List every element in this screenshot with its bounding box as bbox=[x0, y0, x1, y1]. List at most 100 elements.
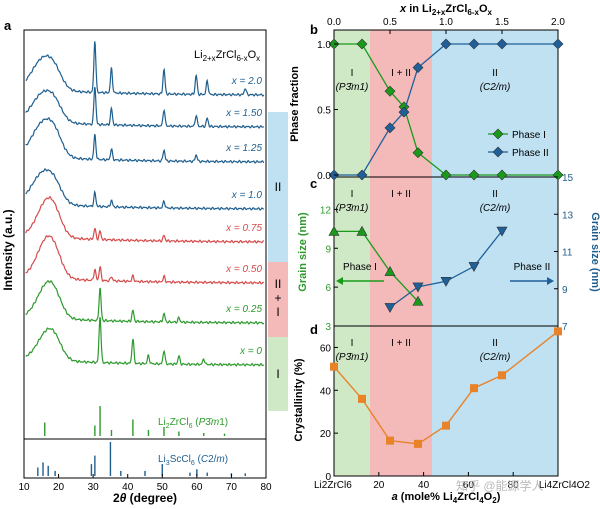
c-y-tick-label-left: 3 bbox=[325, 322, 331, 333]
xrd-trace bbox=[25, 168, 264, 211]
b-y-tick-label: 1.0 bbox=[317, 40, 331, 51]
crystallinity-line bbox=[333, 330, 559, 445]
xrd-trace bbox=[25, 234, 264, 285]
xrd-trace bbox=[25, 280, 265, 325]
region-numeral-mixed: I + II bbox=[391, 338, 411, 349]
xrd-trace-label: x = 0.50 bbox=[225, 264, 262, 275]
region-numeral-II: II bbox=[492, 338, 498, 349]
crystallinity-point bbox=[386, 436, 394, 445]
grain-size-point-phase1 bbox=[384, 265, 396, 276]
d-x-tick-label: 60 bbox=[463, 480, 475, 491]
xrd-trace-label: x = 0.25 bbox=[225, 304, 262, 315]
grain-size-point-phase2 bbox=[468, 262, 480, 273]
x-tick-label: 60 bbox=[191, 482, 203, 493]
d-x-tick-label: 20 bbox=[373, 480, 385, 491]
d-x-tick-label: Li2ZrCl6 bbox=[314, 480, 352, 491]
xrd-trace bbox=[25, 195, 264, 244]
xrd-trace-label: x = 2.0 bbox=[231, 76, 263, 87]
grain-size-point-phase2 bbox=[412, 282, 424, 293]
crystallinity-point bbox=[498, 371, 506, 380]
phase-fraction-point bbox=[468, 169, 480, 181]
region-label-mixed-part: II bbox=[275, 277, 282, 291]
legend-marker-phase2 bbox=[492, 146, 504, 158]
phase-band-mixed bbox=[370, 30, 432, 476]
panel-d-xlabel: a (mole% Li4ZrCl4O2) bbox=[392, 491, 501, 505]
crystallinity-point bbox=[554, 327, 562, 336]
panel-a-ref2-label: Li3ScCl6 (C2/m) bbox=[158, 454, 228, 467]
panel-b-top-xlabel: x in Li2+xZrCl6-xOx bbox=[399, 3, 493, 17]
panel-c-letter: c bbox=[310, 176, 317, 191]
region-numeral-II: II bbox=[492, 68, 498, 79]
region-spacegroup-I: (P3̄m1) bbox=[336, 203, 369, 214]
watermark: 知乎 @能源学人 bbox=[456, 478, 544, 493]
region-spacegroup-I: (P3̄m1) bbox=[336, 352, 369, 363]
top-x-tick-label: 1.0 bbox=[439, 17, 453, 28]
arrow-label-phase2: Phase II bbox=[514, 262, 551, 273]
panel-a-ylabel: Intensity (a.u.) bbox=[1, 209, 15, 290]
region-band-I bbox=[268, 337, 288, 411]
arrow-head-phase2 bbox=[547, 277, 554, 285]
phase-fraction-point bbox=[440, 169, 452, 181]
xrd-trace-label: x = 1.0 bbox=[231, 190, 263, 201]
phase-fraction-point bbox=[552, 38, 564, 50]
grain-size-point-phase2 bbox=[496, 226, 508, 237]
x-tick-label: 40 bbox=[122, 482, 134, 493]
phase-fraction-point bbox=[412, 147, 424, 159]
grain-size-point-phase1 bbox=[356, 225, 368, 236]
arrow-label-phase1: Phase I bbox=[343, 262, 377, 273]
region-numeral-I: I bbox=[351, 68, 354, 79]
x-tick-label: 20 bbox=[53, 482, 65, 493]
phase-fraction-point bbox=[356, 169, 368, 181]
c-y-tick-label-left: 12 bbox=[320, 205, 332, 216]
grain-size-point-phase2 bbox=[384, 303, 396, 313]
panel-a-ref1-label: Li2ZrCl6 (P3̄m1) bbox=[158, 417, 228, 430]
region-band-mixed bbox=[268, 262, 288, 337]
crystallinity-point bbox=[414, 439, 422, 448]
c-y-tick-label-left: 6 bbox=[325, 283, 331, 294]
region-spacegroup-I: (P3̄m1) bbox=[336, 82, 369, 93]
c-y-tick-label-left: 9 bbox=[325, 244, 331, 255]
d-x-tick-label: Li4ZrCl4O2 bbox=[539, 480, 591, 491]
xrd-trace-label: x = 1.50 bbox=[225, 108, 262, 119]
xrd-trace-label: x = 0.75 bbox=[225, 223, 262, 234]
xrd-trace-label: x = 1.25 bbox=[225, 143, 262, 154]
panel-a-frame bbox=[23, 29, 267, 479]
region-spacegroup-II: (C2/m) bbox=[480, 352, 511, 363]
d-y-tick-label: 60 bbox=[320, 343, 332, 354]
legend-label-phase2: Phase II bbox=[512, 148, 549, 159]
region-label-II: II bbox=[275, 180, 282, 194]
panel-d-letter: d bbox=[310, 322, 318, 337]
phase-band-II bbox=[432, 30, 558, 476]
c-y-tick-label-right: 15 bbox=[562, 173, 574, 184]
region-numeral-mixed: I + II bbox=[391, 189, 411, 200]
crystallinity-point bbox=[470, 384, 478, 393]
b-y-tick-label: 0.0 bbox=[317, 171, 331, 182]
xrd-trace bbox=[25, 87, 264, 129]
region-spacegroup-II: (C2/m) bbox=[480, 82, 511, 93]
panel-d-frame bbox=[333, 325, 559, 477]
panel-a-xlabel: 2θ (degree) bbox=[113, 491, 177, 505]
panel-a-formula: Li2+xZrCl6-xOx bbox=[194, 49, 260, 63]
panel-b-ylabel: Phase fraction bbox=[289, 66, 301, 142]
phase-fraction-point bbox=[496, 38, 508, 50]
d-x-tick-label: 80 bbox=[508, 480, 520, 491]
top-x-tick-label: 1.5 bbox=[495, 17, 509, 28]
phase-fraction-point bbox=[398, 106, 410, 118]
d-y-tick-label: 40 bbox=[320, 386, 332, 397]
x-tick-label: 10 bbox=[18, 482, 30, 493]
grain-size-point-phase1 bbox=[328, 225, 340, 236]
x-tick-label: 30 bbox=[88, 482, 100, 493]
d-y-tick-label: 20 bbox=[320, 429, 332, 440]
region-label-mixed-part: + bbox=[274, 291, 281, 305]
region-spacegroup-II: (C2/m) bbox=[480, 203, 511, 214]
phase-fraction-point bbox=[412, 62, 424, 74]
xrd-trace-label: x = 0 bbox=[239, 346, 262, 357]
crystallinity-point bbox=[442, 421, 450, 430]
phase-fraction-point bbox=[496, 169, 508, 181]
crystallinity-point bbox=[330, 362, 338, 371]
region-numeral-I: I bbox=[351, 338, 354, 349]
region-label-I: I bbox=[276, 367, 279, 381]
region-numeral-II: II bbox=[492, 189, 498, 200]
top-x-tick-label: 0.5 bbox=[383, 17, 397, 28]
